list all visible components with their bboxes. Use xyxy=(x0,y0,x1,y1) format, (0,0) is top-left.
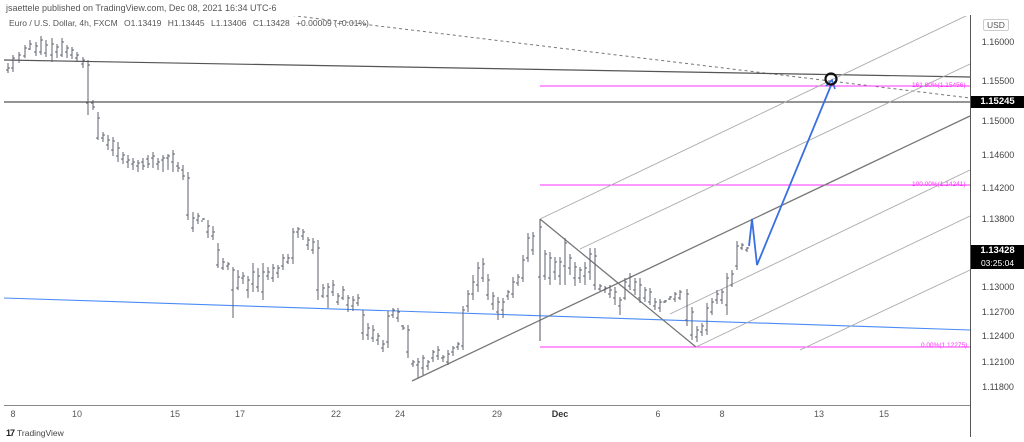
pitchfork-lower-mid xyxy=(669,169,970,315)
pitchfork-lower xyxy=(695,215,970,348)
price-tick: 1.13800 xyxy=(981,214,1015,224)
price-tick: 1.14600 xyxy=(981,150,1015,160)
tradingview-logo-icon: 17 xyxy=(6,428,15,438)
ohlc-close: C1.13428 xyxy=(252,18,290,28)
resistance-trendline xyxy=(4,59,970,78)
blue-support-line xyxy=(4,297,970,331)
date-tick: 8 xyxy=(719,409,725,419)
price-tick: 1.14200 xyxy=(981,183,1015,193)
fib-label-100: 100.00%(1.14241) xyxy=(912,181,966,188)
tradingview-logo[interactable]: 17 TradingView xyxy=(6,428,64,438)
price-tick: 1.16000 xyxy=(981,37,1015,47)
pitchfork-median xyxy=(411,115,970,382)
date-tick: 17 xyxy=(234,409,246,419)
symbol-title: Euro / U.S. Dollar, 4h, FXCM xyxy=(9,18,118,28)
pitchfork-outer xyxy=(799,269,970,351)
dashed-trendline xyxy=(292,16,970,99)
price-tick: 1.15000 xyxy=(981,116,1015,126)
price-axis[interactable]: USD 1.16000 1.15500 1.15000 1.14600 1.14… xyxy=(970,15,1024,405)
date-tick: 24 xyxy=(394,409,406,419)
price-tick: 1.11800 xyxy=(982,382,1014,392)
date-tick-month: Dec xyxy=(551,409,569,419)
time-axis[interactable]: 8 10 15 17 22 24 29 Dec 6 8 13 15 xyxy=(4,405,970,424)
price-tick: 1.12400 xyxy=(981,331,1015,341)
projection-path xyxy=(748,82,833,266)
tradingview-wordmark: TradingView xyxy=(17,428,64,438)
pitchfork-handle xyxy=(539,218,697,348)
date-tick: 22 xyxy=(330,409,342,419)
price-tick: 1.15500 xyxy=(981,76,1015,86)
fib-label-161: 161.80%(1.15456) xyxy=(912,82,966,89)
ohlc-open: O1.13419 xyxy=(124,18,162,28)
price-tick: 1.12700 xyxy=(981,307,1015,317)
last-price-label: 1.13428 03:25:04 xyxy=(971,245,1024,269)
pitchfork-upper xyxy=(539,16,967,220)
price-tick: 1.12100 xyxy=(981,357,1015,367)
ohlc-high: H1.13445 xyxy=(167,18,205,28)
date-tick: 29 xyxy=(491,409,503,419)
date-tick: 13 xyxy=(813,409,825,419)
publish-info: jsaettele published on TradingView.com, … xyxy=(6,3,277,13)
date-tick: 10 xyxy=(71,409,83,419)
bar-countdown: 03:25:04 xyxy=(980,258,1015,268)
date-tick: 8 xyxy=(10,409,16,419)
target-circle-icon xyxy=(824,72,838,86)
ohlc-bars xyxy=(6,36,749,378)
ohlc-change: +0.00009 (+0.01%) xyxy=(296,18,369,28)
pitchfork-upper-mid xyxy=(579,63,970,250)
fib-label-0: 0.00%(1.12275) xyxy=(921,342,968,349)
last-price-value: 1.13428 xyxy=(980,245,1015,256)
axis-corner-divider xyxy=(970,405,971,437)
date-tick: 15 xyxy=(169,409,181,419)
date-tick: 6 xyxy=(655,409,661,419)
date-tick: 15 xyxy=(878,409,890,419)
currency-button[interactable]: USD xyxy=(983,19,1009,31)
horizontal-level-price-label: 1.15245 xyxy=(971,96,1024,108)
symbol-legend: Euro / U.S. Dollar, 4h, FXCM O1.13419 H1… xyxy=(9,18,373,28)
ohlc-low: L1.13406 xyxy=(211,18,247,28)
price-tick: 1.13000 xyxy=(981,282,1015,292)
